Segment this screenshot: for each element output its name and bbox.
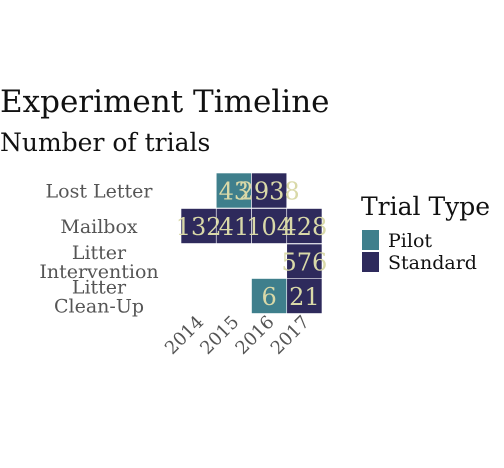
chart-title: Experiment Timeline [0,84,330,120]
x-tick-label-2015: 2015 [196,312,243,359]
cell-lost-letter-2015 [215,172,252,209]
legend-label-standard: Standard [388,252,477,274]
cell-label-litter-clean-up-2017: 21 [289,283,320,311]
cell-mailbox-2014 [180,208,217,244]
y-axis: Lost Letter Mailbox Litter InterventionLitt… [39,181,158,318]
y-tick-label: Mailbox [60,216,138,238]
cell-litter-clean-up-2017 [286,278,323,314]
chart-subtitle: Number of trials [0,128,210,157]
cell-mailbox-2017 [286,208,323,244]
cell-label-mailbox-2016: 104 [246,213,292,241]
cell-label-mailbox-2017: 428 [281,213,327,241]
y-tick-label: Litter Intervention [39,242,158,283]
x-tick-label-2017: 2017 [267,312,314,359]
x-tick-label-2016: 2016 [231,312,278,359]
legend-label-pilot: Pilot [388,230,432,252]
cell-label-lost-letter-2016: 2938 [239,178,300,206]
cell-label-lost-letter-2015: 43 [219,178,250,206]
cell-label-litter-clean-up-2016: 6 [261,283,276,311]
cell-label-mailbox-2014: 132 [176,213,222,241]
heatmap-cells [180,172,323,314]
cell-mailbox-2016 [251,208,288,244]
legend-title: Trial Type [361,192,490,221]
x-tick-label-2014: 2014 [161,312,208,359]
y-tick-label: Lost Letter [46,181,154,203]
legend-swatch-standard [362,252,379,272]
cell-litter-clean-up-2016 [251,278,288,314]
y-tick-label: Litter Clean-Up [54,277,144,318]
legend-swatch-pilot [362,230,379,250]
cell-lost-letter-2016 [251,172,288,209]
cell-label-litter-intervention-2017: 576 [281,249,327,277]
cell-label-mailbox-2015: 41 [219,213,250,241]
